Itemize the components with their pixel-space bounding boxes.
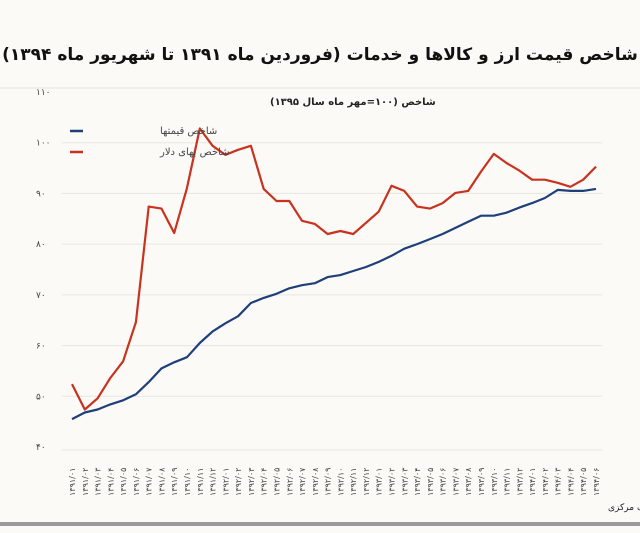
x-tick-label: ۱۳۹۱/۱۱: [196, 468, 205, 496]
x-tick-label: ۱۳۹۴/۰۲: [541, 468, 550, 496]
y-tick-label: ۶۰: [36, 342, 46, 352]
x-tick-label: ۱۳۹۲/۰۲: [234, 468, 243, 496]
x-tick-label: ۱۳۹۳/۰۹: [477, 468, 486, 496]
y-tick-label: ۱۰۰: [36, 139, 51, 149]
x-tick-label: ۱۳۹۲/۰۱: [221, 468, 230, 496]
chart-title: شاخص قیمت ارز و کالاها و خدمات (فروردین …: [2, 45, 638, 65]
x-tick-label: ۱۳۹۱/۰۶: [132, 468, 141, 496]
x-tick-label: ۱۳۹۴/۰۵: [579, 468, 588, 496]
x-tick-label: ۱۳۹۱/۱۲: [209, 468, 218, 496]
x-tick-label: ۱۳۹۲/۱۲: [362, 468, 371, 496]
x-tick-label: ۱۳۹۱/۰۹: [170, 468, 179, 496]
x-tick-label: ۱۳۹۴/۰۴: [566, 468, 575, 496]
x-tick-label: ۱۳۹۳/۱۲: [515, 468, 524, 496]
legend-label: شاخص قیمتها: [160, 126, 217, 137]
x-tick-label: ۱۳۹۴/۰۳: [554, 467, 563, 496]
x-tick-label: ۱۳۹۴/۰۶: [592, 468, 601, 496]
x-tick-label: ۱۳۹۲/۰۹: [324, 468, 333, 496]
x-tick-label: ۱۳۹۱/۰۳: [94, 467, 103, 496]
x-tick-label: ۱۳۹۳/۱۰: [490, 468, 499, 496]
x-tick-label: ۱۳۹۳/۰۶: [439, 468, 448, 496]
x-tick-label: ۱۳۹۱/۰۴: [106, 468, 115, 496]
x-tick-label: ۱۳۹۴/۰۱: [528, 468, 537, 496]
y-tick-label: ۱۱۰: [36, 88, 51, 98]
legend-label: شاخص بهای دلار: [159, 147, 229, 158]
x-tick-label: ۱۳۹۱/۱۰: [183, 468, 192, 496]
x-tick-label: ۱۳۹۳/۱۱: [503, 468, 512, 496]
x-tick-label: ۱۳۹۳/۰۱: [375, 468, 384, 496]
x-tick-label: ۱۳۹۲/۰۷: [298, 467, 307, 496]
x-tick-label: ۱۳۹۳/۰۸: [464, 467, 473, 496]
x-tick-label: ۱۳۹۳/۰۲: [388, 468, 397, 496]
x-tick-label: ۱۳۹۱/۰۱: [68, 468, 77, 496]
y-axis-label: شاخص (۱۰۰=مهر ماه سال ۱۳۹۵): [270, 97, 436, 108]
series-line-price-index: [71, 187, 597, 421]
x-tick-label: ۱۳۹۳/۰۷: [451, 467, 460, 496]
source-note: تحلیل و استنتاج: احسان سلطانی بر اساس دا…: [608, 503, 640, 513]
x-tick-label: ۱۳۹۲/۰۵: [272, 468, 281, 496]
y-tick-label: ۴۰: [36, 443, 46, 453]
y-tick-label: ۸۰: [36, 240, 46, 250]
x-tick-label: ۱۳۹۲/۰۸: [311, 467, 320, 496]
x-tick-label: ۱۳۹۲/۱۱: [349, 468, 358, 496]
x-tick-label: ۱۳۹۳/۰۴: [413, 468, 422, 496]
y-tick-label: ۵۰: [36, 392, 46, 402]
x-tick-label: ۱۳۹۲/۰۶: [285, 468, 294, 496]
x-tick-label: ۱۳۹۱/۰۷: [145, 467, 154, 496]
x-tick-label: ۱۳۹۱/۰۵: [119, 468, 128, 496]
x-tick-label: ۱۳۹۲/۰۳: [247, 467, 256, 496]
y-tick-label: ۷۰: [36, 291, 46, 301]
x-tick-label: ۱۳۹۱/۰۸: [157, 467, 166, 496]
x-tick-label: ۱۳۹۱/۰۲: [81, 468, 90, 496]
x-tick-label: ۱۳۹۲/۰۴: [260, 468, 269, 496]
y-tick-label: ۹۰: [36, 189, 46, 199]
x-tick-label: ۱۳۹۳/۰۵: [426, 468, 435, 496]
bottom-bar: [0, 522, 640, 526]
series-line-dollar-index: [71, 127, 597, 411]
x-tick-label: ۱۳۹۲/۱۰: [336, 468, 345, 496]
x-tick-label: ۱۳۹۳/۰۳: [400, 467, 409, 496]
